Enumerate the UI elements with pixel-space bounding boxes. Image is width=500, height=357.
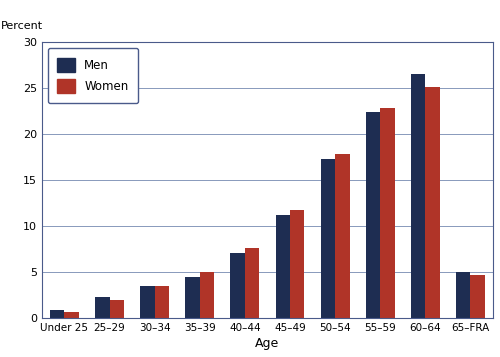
Bar xyxy=(426,87,440,318)
Bar xyxy=(290,210,304,318)
Bar xyxy=(320,159,335,318)
Bar xyxy=(470,275,485,318)
Bar xyxy=(456,272,470,318)
Bar xyxy=(64,312,79,318)
Legend: Men, Women: Men, Women xyxy=(48,48,138,103)
Bar xyxy=(154,286,169,318)
Bar xyxy=(411,74,426,318)
Bar xyxy=(110,300,124,318)
Bar xyxy=(366,112,380,318)
Bar xyxy=(200,272,214,318)
X-axis label: Age: Age xyxy=(256,337,280,350)
Bar xyxy=(186,277,200,318)
Text: Percent: Percent xyxy=(1,21,43,31)
Bar xyxy=(230,253,245,318)
Bar xyxy=(276,215,290,318)
Bar xyxy=(380,109,394,318)
Bar xyxy=(140,286,154,318)
Bar xyxy=(50,310,64,318)
Bar xyxy=(95,297,110,318)
Bar xyxy=(245,248,260,318)
Bar xyxy=(335,154,349,318)
